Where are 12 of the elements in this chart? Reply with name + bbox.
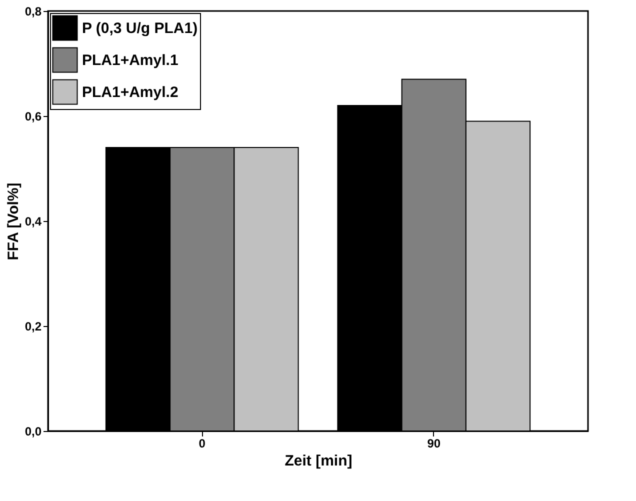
y-tick-label: 0,6 [24,110,42,124]
y-tick-label: 0,2 [24,320,42,334]
legend-label: P (0,3 U/g PLA1) [82,20,198,37]
x-axis-title: Zeit [min] [284,452,352,470]
x-tick-label: 90 [427,436,441,450]
y-tick-label: 0,8 [24,4,42,18]
y-tick-label: 0,0 [24,424,42,438]
y-axis-title: FFA [Vol%] [4,182,22,260]
x-tick-label: 0 [198,436,206,450]
y-tick-label: 0,4 [24,214,42,228]
legend-label: PLA1+Amyl.2 [82,84,178,101]
legend-label: PLA1+Amyl.1 [82,52,178,69]
